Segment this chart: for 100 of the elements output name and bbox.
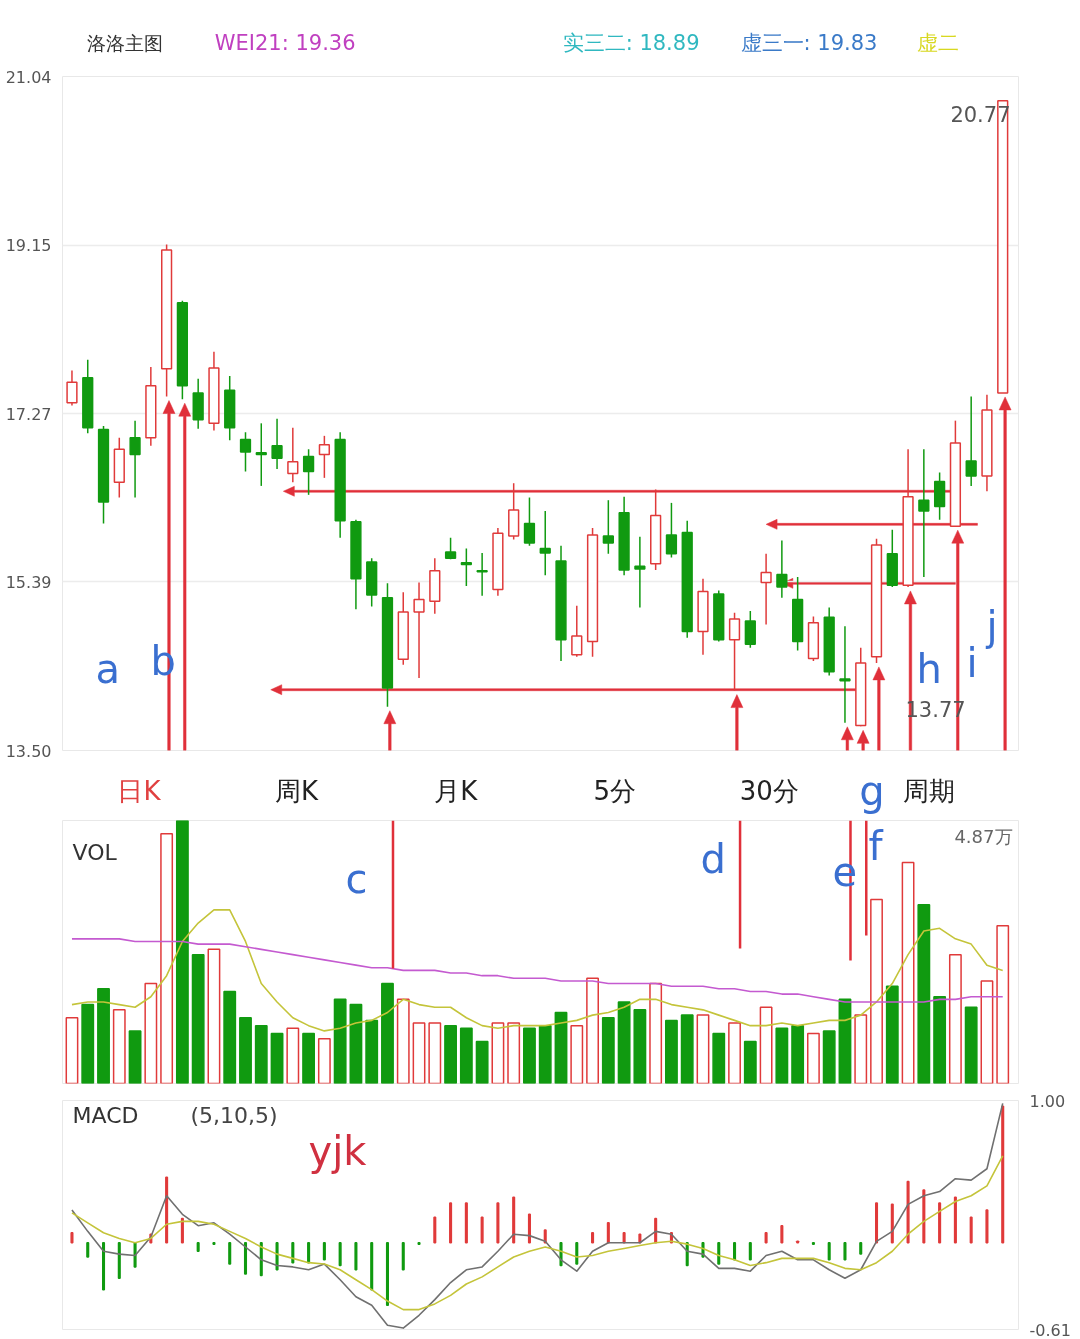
bar <box>743 1040 757 1084</box>
bar <box>81 1003 95 1084</box>
annotation: i <box>966 639 978 686</box>
bar <box>933 995 947 1084</box>
annotation: VOL <box>72 840 118 865</box>
bar <box>144 982 158 1084</box>
annotation: j <box>985 602 998 649</box>
bar <box>270 1032 284 1084</box>
bar <box>523 1027 536 1084</box>
bar <box>317 1038 331 1084</box>
bar <box>901 861 915 1084</box>
candlestick <box>318 435 331 479</box>
annotation: MACD <box>72 1103 139 1128</box>
bar <box>570 1024 584 1084</box>
annotation: d <box>700 835 726 882</box>
annotation: yjk <box>308 1127 368 1174</box>
candlestick <box>571 604 583 658</box>
candlestick <box>523 496 536 547</box>
y-tick-label: 17.27 <box>5 404 52 424</box>
annotation: c <box>345 855 368 902</box>
bar <box>65 1017 79 1084</box>
bar <box>349 1003 363 1084</box>
bar <box>633 1009 647 1084</box>
candlestick <box>776 539 788 599</box>
bar <box>791 1024 805 1084</box>
bar <box>775 1027 789 1084</box>
bar <box>696 1014 710 1084</box>
bar <box>428 1022 442 1084</box>
candlestick <box>839 625 851 724</box>
bar <box>538 1024 552 1084</box>
bar <box>996 924 1010 1084</box>
bar <box>191 953 205 1084</box>
bar <box>223 990 237 1084</box>
bar <box>665 1019 678 1084</box>
bar <box>491 1022 505 1084</box>
bar <box>333 998 347 1084</box>
text: 5分 <box>593 775 637 806</box>
candlestick <box>287 427 299 484</box>
bar <box>964 1006 978 1084</box>
bar <box>617 1001 631 1084</box>
annotation: 4.87万 <box>954 826 1013 847</box>
bar <box>396 998 410 1084</box>
candlestick <box>918 448 930 578</box>
bar <box>885 985 899 1084</box>
bar <box>917 903 931 1084</box>
bar <box>806 1032 820 1084</box>
bar <box>365 1019 379 1084</box>
candlestick <box>760 553 772 626</box>
text: 虚三一: 19.83 <box>740 30 878 55</box>
text: 30分 <box>739 775 799 806</box>
text: 洛洛主图 <box>87 31 164 54</box>
bar <box>948 953 962 1084</box>
bar <box>160 832 174 1084</box>
bar <box>459 1027 473 1084</box>
bar <box>728 1022 741 1084</box>
y-tick-label: 1.00 <box>1029 1091 1066 1111</box>
bar <box>381 982 394 1084</box>
bar <box>854 1014 868 1084</box>
bar <box>870 898 883 1084</box>
candlestick <box>413 581 425 679</box>
candlestick <box>744 610 756 649</box>
bar <box>649 982 663 1084</box>
bar <box>412 1022 426 1084</box>
bar <box>207 948 221 1084</box>
bar <box>759 1006 773 1084</box>
text: WEI21: 19.36 <box>214 30 356 55</box>
bar <box>239 1017 252 1084</box>
candlestick <box>602 499 614 555</box>
line-series <box>71 1102 1004 1329</box>
bar <box>980 980 994 1084</box>
bar <box>475 1040 489 1084</box>
y-tick-label: 21.04 <box>5 67 52 87</box>
bar <box>112 1009 126 1084</box>
bar <box>712 1032 726 1084</box>
candlestick <box>66 369 78 407</box>
candlestick <box>539 510 551 577</box>
annotation: f <box>868 822 884 869</box>
text: 虚二 <box>916 30 959 55</box>
bar <box>254 1024 268 1084</box>
candlestick <box>239 431 252 473</box>
candlestick <box>460 547 472 587</box>
bar <box>97 988 110 1084</box>
annotation: (5,10,5) <box>190 1103 278 1128</box>
bar <box>444 1024 458 1084</box>
bar <box>507 1022 521 1084</box>
bar <box>302 1032 316 1084</box>
text: 周K <box>274 775 319 806</box>
bar <box>175 820 189 1084</box>
y-tick-label: 13.50 <box>5 741 52 761</box>
candlestick <box>271 418 283 470</box>
text: 日K <box>117 775 162 806</box>
annotation: h <box>916 645 942 692</box>
annotation: a <box>95 645 121 692</box>
candlestick <box>302 448 315 496</box>
bar <box>822 1030 836 1084</box>
candlestick <box>665 502 678 559</box>
bar <box>286 1027 300 1084</box>
text: 实三二: 18.89 <box>562 30 700 55</box>
bar <box>680 1014 694 1084</box>
y-tick-label: 15.39 <box>5 572 52 592</box>
